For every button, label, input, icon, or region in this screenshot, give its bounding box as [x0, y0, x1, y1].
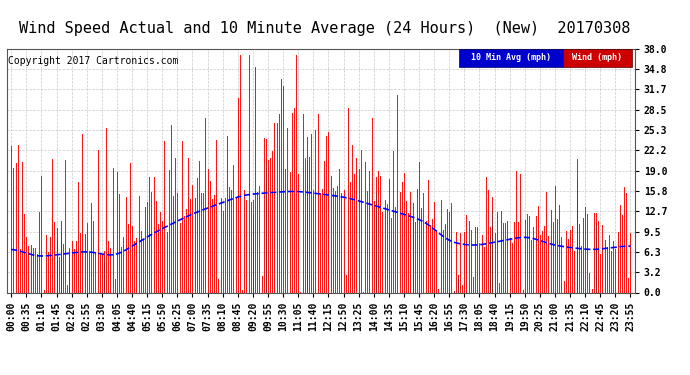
Text: Wind Speed Actual and 10 Minute Average (24 Hours)  (New)  20170308: Wind Speed Actual and 10 Minute Average …	[19, 21, 630, 36]
FancyBboxPatch shape	[562, 49, 631, 67]
Text: Copyright 2017 Cartronics.com: Copyright 2017 Cartronics.com	[8, 56, 179, 66]
Text: 10 Min Avg (mph): 10 Min Avg (mph)	[471, 53, 551, 62]
Text: Wind (mph): Wind (mph)	[572, 53, 622, 62]
FancyBboxPatch shape	[459, 49, 562, 67]
